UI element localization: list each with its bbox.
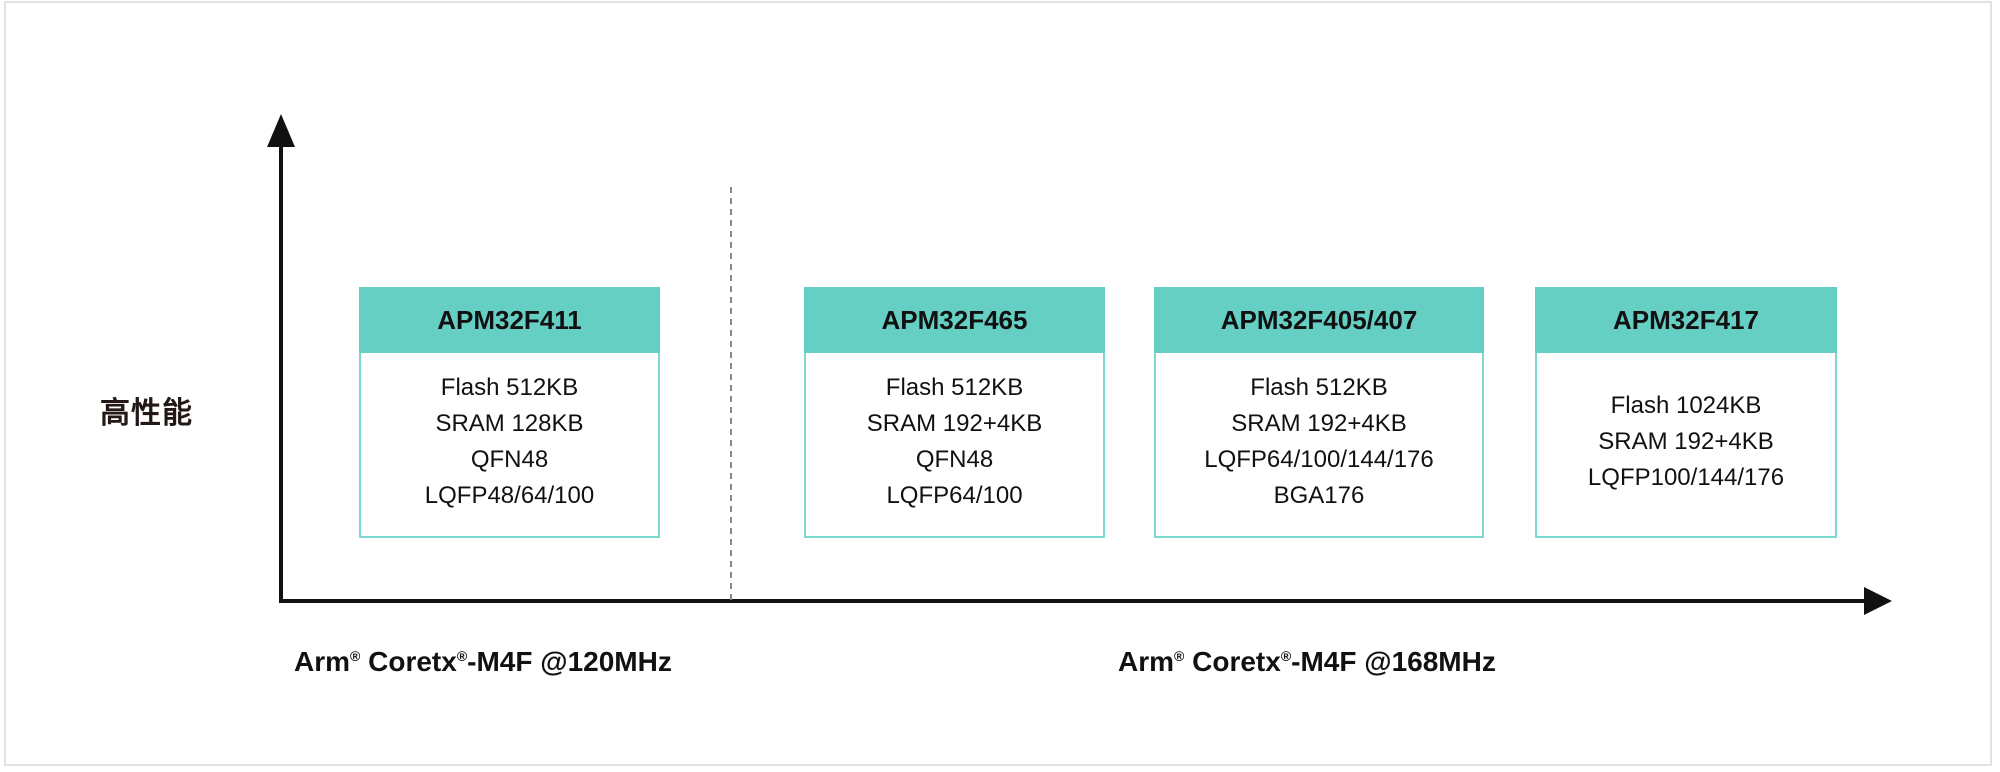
spec-line: SRAM 128KB — [435, 409, 584, 437]
product-card: APM32F417 Flash 1024KB SRAM 192+4KB LQFP… — [1535, 287, 1837, 538]
registered-mark: ® — [1280, 648, 1292, 664]
product-specs: Flash 512KB SRAM 192+4KB LQFP64/100/144/… — [1156, 353, 1482, 536]
spec-line: Flash 1024KB — [1610, 391, 1762, 419]
spec-line: SRAM 192+4KB — [1231, 409, 1407, 437]
y-axis-arrow-icon — [267, 114, 295, 147]
product-card: APM32F405/407 Flash 512KB SRAM 192+4KB L… — [1154, 287, 1484, 538]
registered-mark: ® — [350, 648, 361, 664]
spec-line: Flash 512KB — [1250, 373, 1388, 401]
product-specs: Flash 1024KB SRAM 192+4KB LQFP100/144/17… — [1537, 353, 1835, 536]
spec-line: SRAM 192+4KB — [1598, 427, 1774, 455]
diagram-frame — [4, 1, 1992, 766]
spec-line: SRAM 192+4KB — [866, 409, 1043, 437]
core-brand: Arm — [1118, 646, 1175, 677]
y-axis-label: 高性能 — [100, 396, 193, 431]
spec-line: Flash 512KB — [885, 373, 1024, 401]
core-name: Coretx — [368, 646, 457, 677]
product-specs: Flash 512KB SRAM 128KB QFN48 LQFP48/64/1… — [361, 353, 658, 536]
x-axis-arrow-icon — [1864, 587, 1892, 615]
product-card: APM32F411 Flash 512KB SRAM 128KB QFN48 L… — [359, 287, 660, 538]
product-name: APM32F411 — [359, 287, 660, 353]
spec-line: LQFP48/64/100 — [424, 481, 595, 509]
product-name: APM32F417 — [1535, 287, 1837, 353]
spec-line: QFN48 — [915, 445, 994, 473]
registered-mark: ® — [456, 648, 468, 664]
spec-line: Flash 512KB — [440, 373, 579, 401]
core-spec: -M4F @120MHz — [467, 646, 672, 677]
spec-line: LQFP64/100 — [886, 481, 1023, 509]
spec-line: LQFP64/100/144/176 — [1204, 445, 1434, 473]
spec-line: QFN48 — [470, 445, 549, 473]
group-label-168mhz: Arm® Coretx®-M4F @168MHz — [1118, 646, 1496, 678]
product-specs: Flash 512KB SRAM 192+4KB QFN48 LQFP64/10… — [806, 353, 1103, 536]
spec-line: BGA176 — [1273, 481, 1365, 509]
product-name: APM32F465 — [804, 287, 1105, 353]
core-spec: -M4F @168MHz — [1291, 646, 1496, 677]
product-name: APM32F405/407 — [1154, 287, 1484, 353]
group-label-120mhz: Arm® Coretx®-M4F @120MHz — [294, 646, 672, 678]
registered-mark: ® — [1174, 648, 1185, 664]
core-name: Coretx — [1192, 646, 1281, 677]
spec-line: LQFP100/144/176 — [1587, 463, 1785, 491]
core-brand: Arm — [294, 646, 351, 677]
product-card: APM32F465 Flash 512KB SRAM 192+4KB QFN48… — [804, 287, 1105, 538]
